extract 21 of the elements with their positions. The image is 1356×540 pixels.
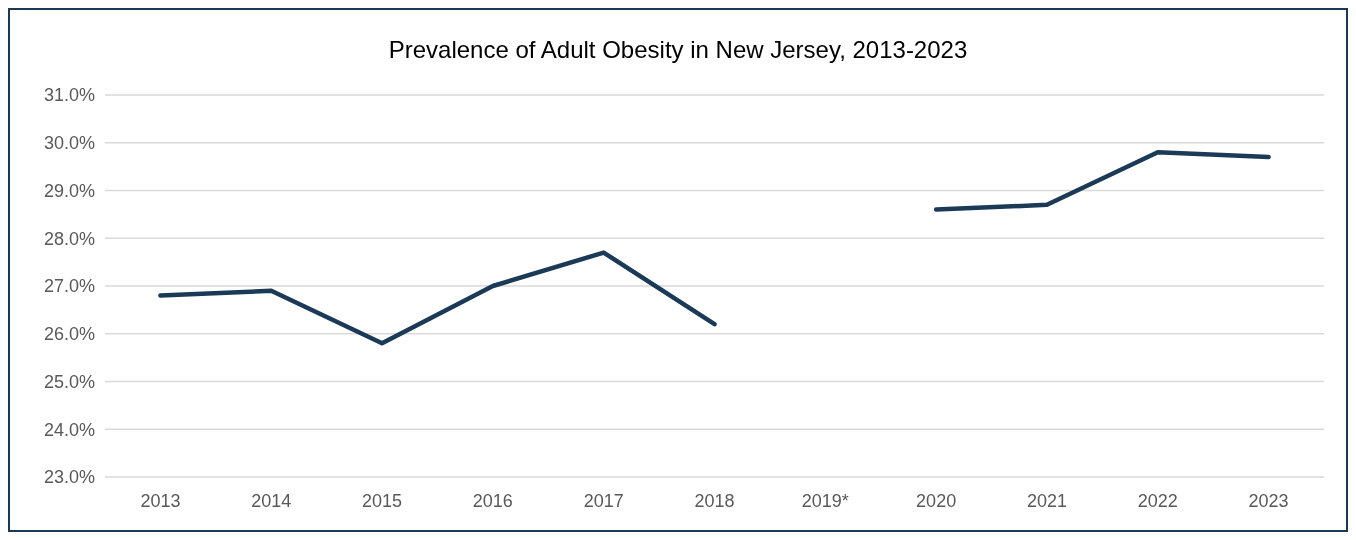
x-tick-label: 2023	[1248, 491, 1289, 511]
x-tick-label: 2014	[251, 491, 292, 511]
y-tick-label: 26.0%	[43, 324, 95, 345]
x-tick-label: 2015	[362, 491, 403, 511]
y-tick-label: 30.0%	[43, 133, 95, 154]
x-tick-label: 2020	[916, 491, 957, 511]
x-tick-label: 2021	[1026, 491, 1067, 511]
y-tick-label: 29.0%	[43, 180, 95, 201]
y-tick-label: 24.0%	[43, 419, 95, 440]
x-tick-label: 2019*	[801, 491, 849, 511]
x-tick-label: 2017	[583, 491, 624, 511]
y-tick-label: 23.0%	[43, 467, 95, 488]
x-tick-label: 2018	[694, 491, 735, 511]
x-tick-label: 2013	[140, 491, 181, 511]
chart-title: Prevalence of Adult Obesity in New Jersey, 2013-2023	[388, 36, 968, 63]
y-tick-label: 25.0%	[43, 371, 95, 392]
y-tick-label: 27.0%	[43, 276, 95, 297]
y-tick-label: 28.0%	[43, 228, 95, 249]
y-tick-label: 31.0%	[43, 85, 95, 106]
x-tick-label: 2022	[1137, 491, 1178, 511]
x-tick-label: 2016	[472, 491, 513, 511]
